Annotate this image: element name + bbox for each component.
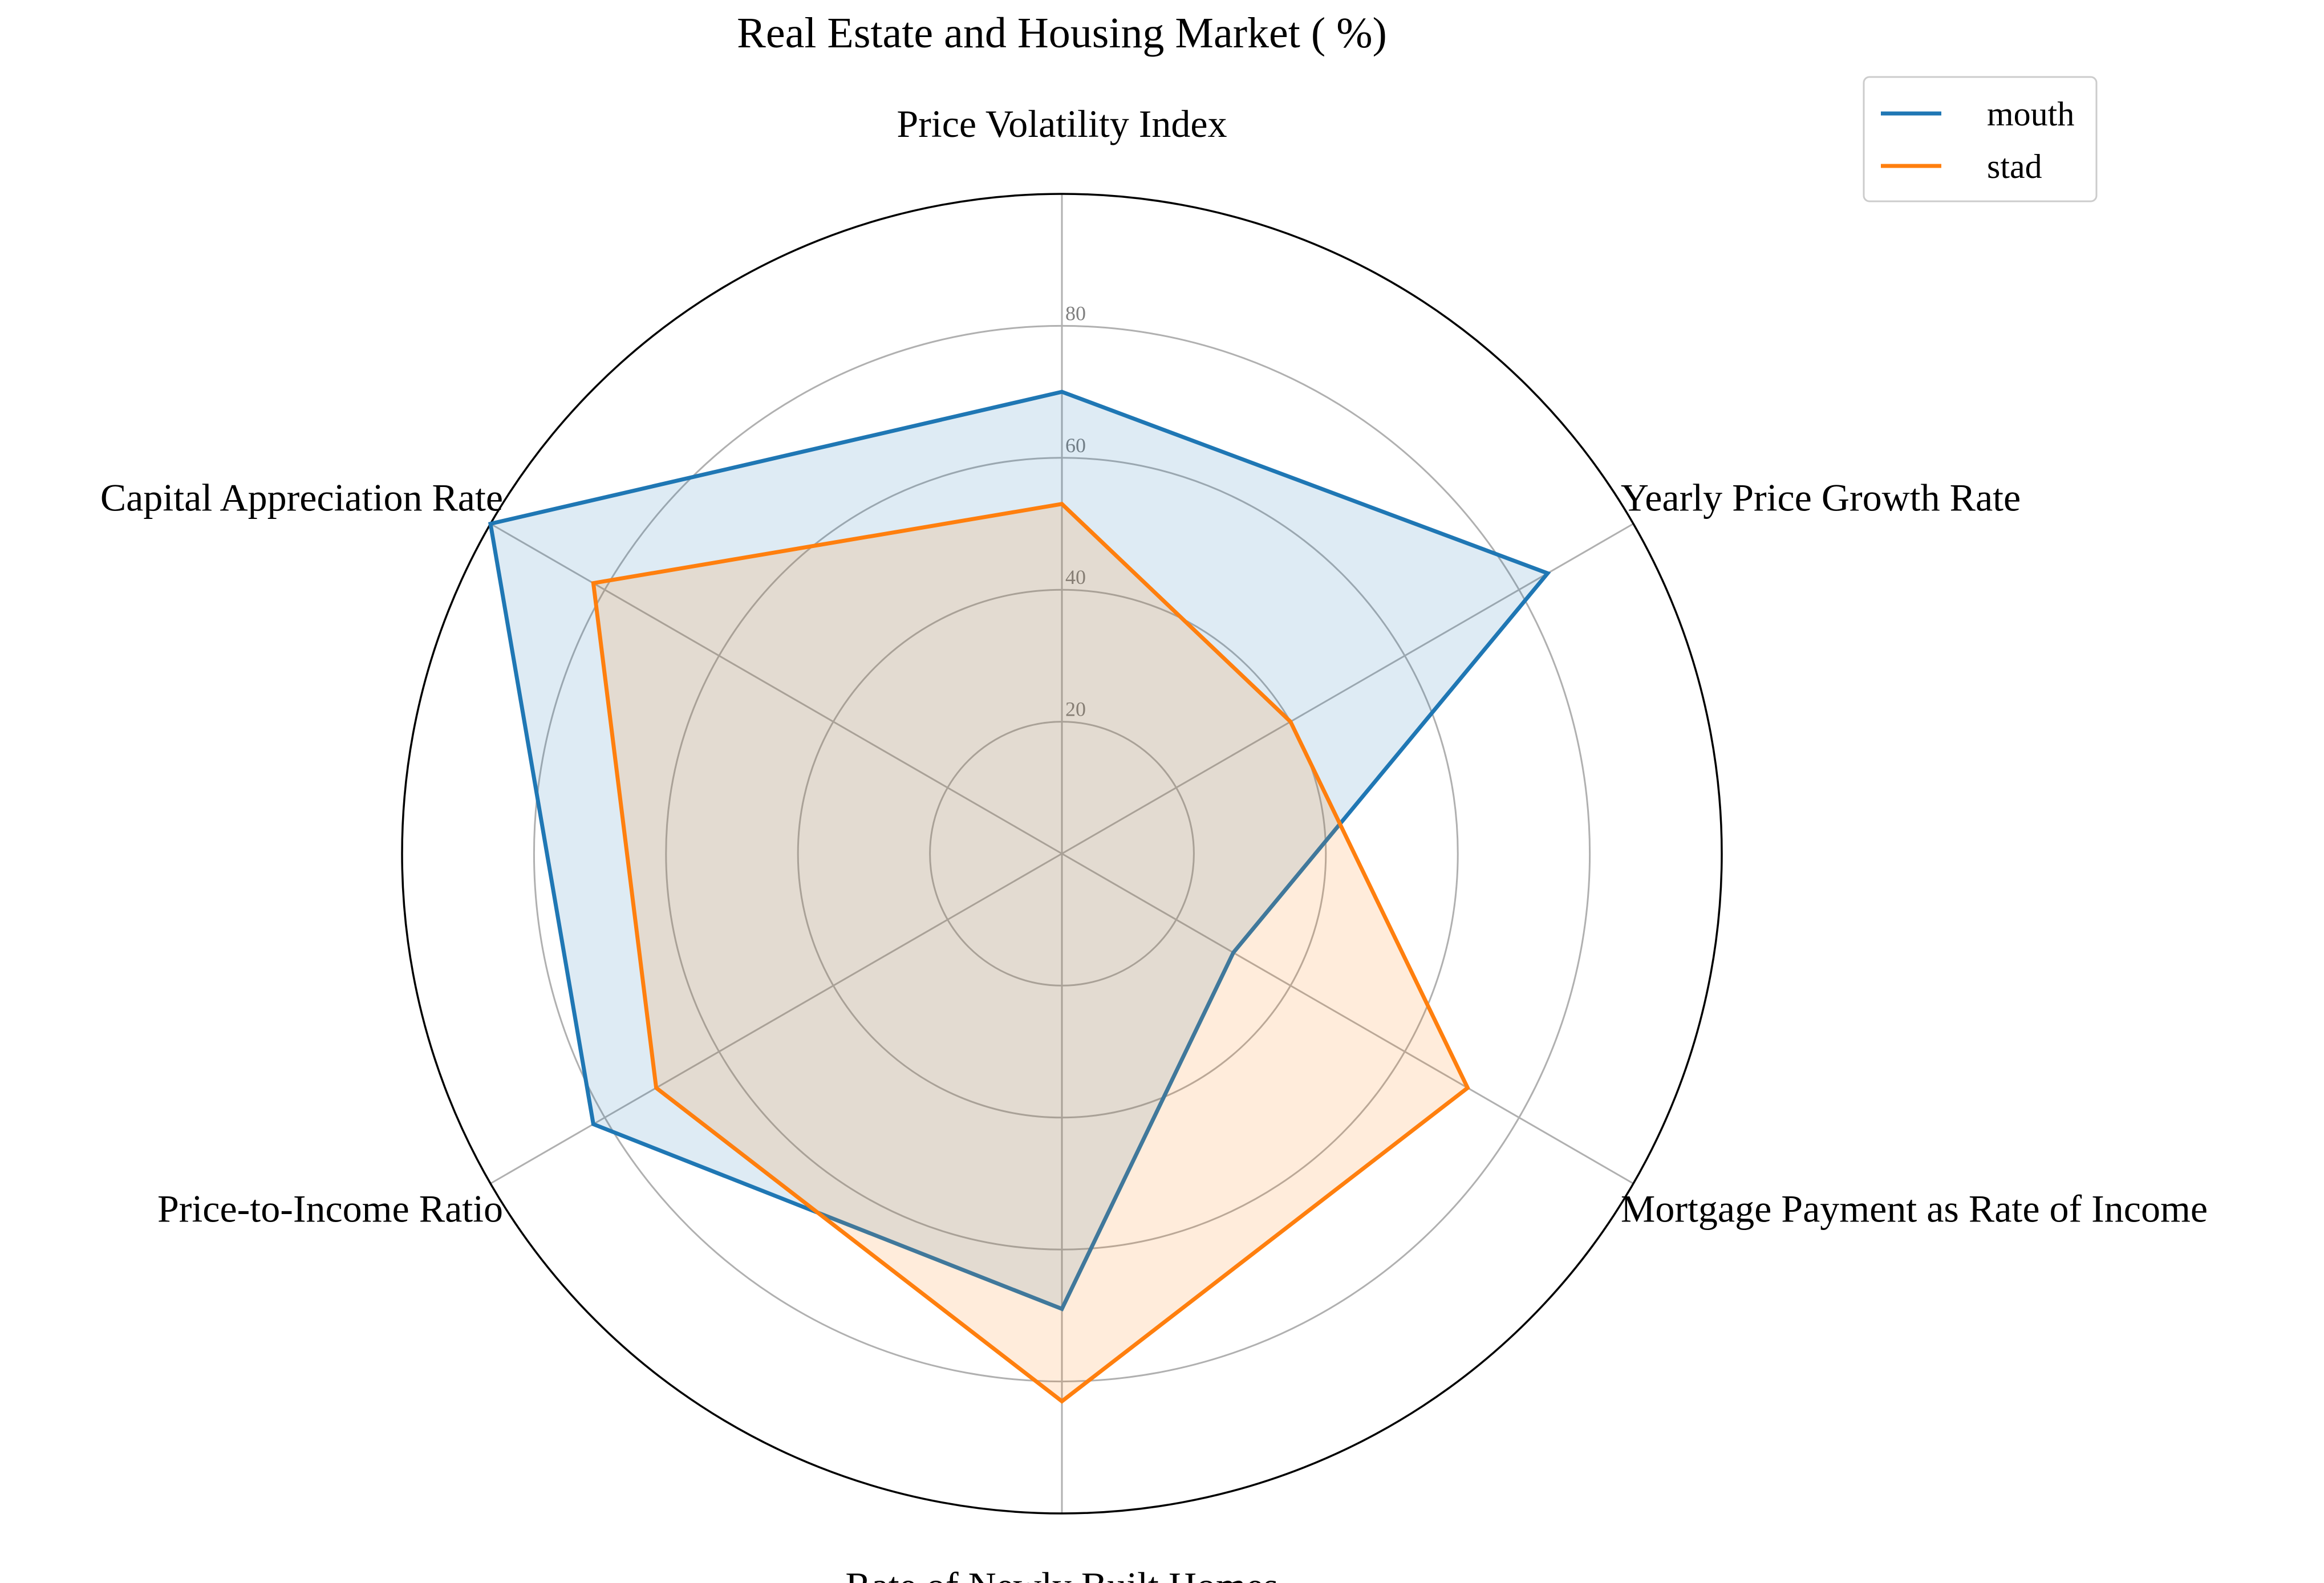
legend-box — [1863, 76, 2098, 202]
axis-labels: Price Volatility Index Yearly Price Growt… — [100, 102, 2208, 1583]
spoke-5 — [490, 523, 1062, 855]
axis-label-0: Price Volatility Index — [897, 102, 1227, 145]
tick-label: 20 — [1065, 698, 1086, 721]
legend: mouth stad — [1863, 76, 2098, 202]
spoke-2 — [1061, 853, 1634, 1184]
radar-grid: 20 40 60 80 — [401, 193, 1723, 1515]
outer-ring — [401, 193, 1723, 1515]
tick-label: 40 — [1065, 566, 1086, 588]
series-fill-mouth — [490, 392, 1548, 1309]
axis-label-1: Yearly Price Growth Rate — [1621, 476, 2021, 519]
tick-label: 80 — [1065, 302, 1086, 324]
spoke-4 — [490, 853, 1062, 1184]
axis-label-4: Price-to-Income Ratio — [157, 1187, 503, 1231]
radar-series — [488, 389, 1551, 1404]
axis-label-5: Capital Appreciation Rate — [100, 476, 503, 519]
series-fill-stad — [593, 504, 1468, 1402]
chart-title: Real Estate and Housing Market ( %) — [737, 9, 1387, 57]
legend-label-mouth: mouth — [1987, 95, 2074, 133]
axis-label-3: Rate of Newly Built Homes — [845, 1564, 1278, 1583]
tick-label: 60 — [1065, 434, 1086, 457]
legend-label-stad: stad — [1987, 148, 2042, 185]
axis-label-2: Mortgage Payment as Rate of Income — [1621, 1187, 2208, 1231]
spoke-1 — [1061, 523, 1634, 855]
